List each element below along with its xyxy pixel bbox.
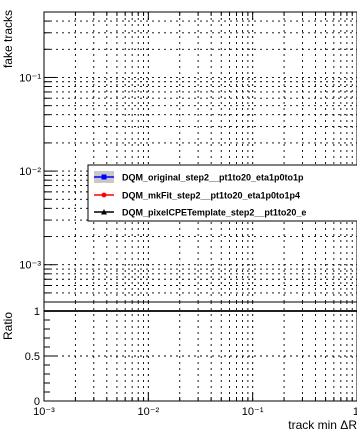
legend-marker bbox=[101, 192, 107, 198]
main-y-ticks bbox=[44, 12, 353, 294]
ratio-x-tick-labels: 10⁻³ 10⁻² 10⁻¹ 1 bbox=[33, 406, 357, 418]
main-y-tick-label: 10⁻¹ bbox=[19, 72, 41, 84]
legend-entry: DQM_mkFit_step2__pt1to20_eta1p0to1p4 bbox=[94, 191, 300, 201]
main-y-tick-label: 10⁻³ bbox=[19, 260, 41, 272]
ratio-x-ticks bbox=[74, 393, 353, 401]
legend-marker bbox=[101, 209, 107, 215]
main-y-axis-title: fake tracks bbox=[1, 10, 15, 68]
x-axis-title: track min ΔR bbox=[288, 418, 357, 432]
ratio-y-tick-label: 0.5 bbox=[25, 351, 40, 363]
legend-box bbox=[87, 164, 357, 222]
ratio-panel: 00.51 Ratio 10⁻³ 10⁻² 10⁻¹ 1 track min ΔR bbox=[1, 301, 357, 432]
ratio-y-tick-labels: 00.51 bbox=[25, 306, 40, 408]
main-grid bbox=[44, 12, 357, 302]
ratio-frame bbox=[43, 301, 357, 402]
legend-label: DQM_original_step2__pt1to20_eta1p0to1p bbox=[122, 173, 304, 183]
main-y-tick-labels: 10⁻³ 10⁻² 10⁻¹ bbox=[19, 72, 41, 271]
legend-entry: DQM_original_step2__pt1to20_eta1p0to1p bbox=[94, 171, 304, 183]
ratio-x-tick-label: 10⁻² bbox=[137, 406, 159, 418]
ratio-x-tick-label: 10⁻¹ bbox=[242, 406, 264, 418]
legend: DQM_original_step2__pt1to20_eta1p0to1p D… bbox=[87, 164, 357, 222]
main-panel: 10⁻³ 10⁻² 10⁻¹ fake tracks DQM_original_st… bbox=[1, 10, 357, 303]
legend-marker bbox=[101, 174, 107, 180]
ratio-y-axis-title: Ratio bbox=[1, 312, 15, 340]
main-y-tick-label: 10⁻² bbox=[19, 166, 41, 178]
ratio-y-tick-label: 0 bbox=[34, 396, 40, 408]
ratio-grid bbox=[44, 302, 357, 401]
ratio-y-tick-label: 1 bbox=[34, 306, 40, 318]
ratio-x-tick-label: 10⁻³ bbox=[33, 406, 55, 418]
legend-entry: DQM_pixelCPETemplate_step2__pt1to20_e bbox=[94, 208, 306, 218]
legend-label: DQM_pixelCPETemplate_step2__pt1to20_e bbox=[122, 208, 306, 218]
legend-label: DQM_mkFit_step2__pt1to20_eta1p0to1p4 bbox=[122, 191, 300, 201]
ratio-x-tick-label: 1 bbox=[353, 406, 357, 418]
